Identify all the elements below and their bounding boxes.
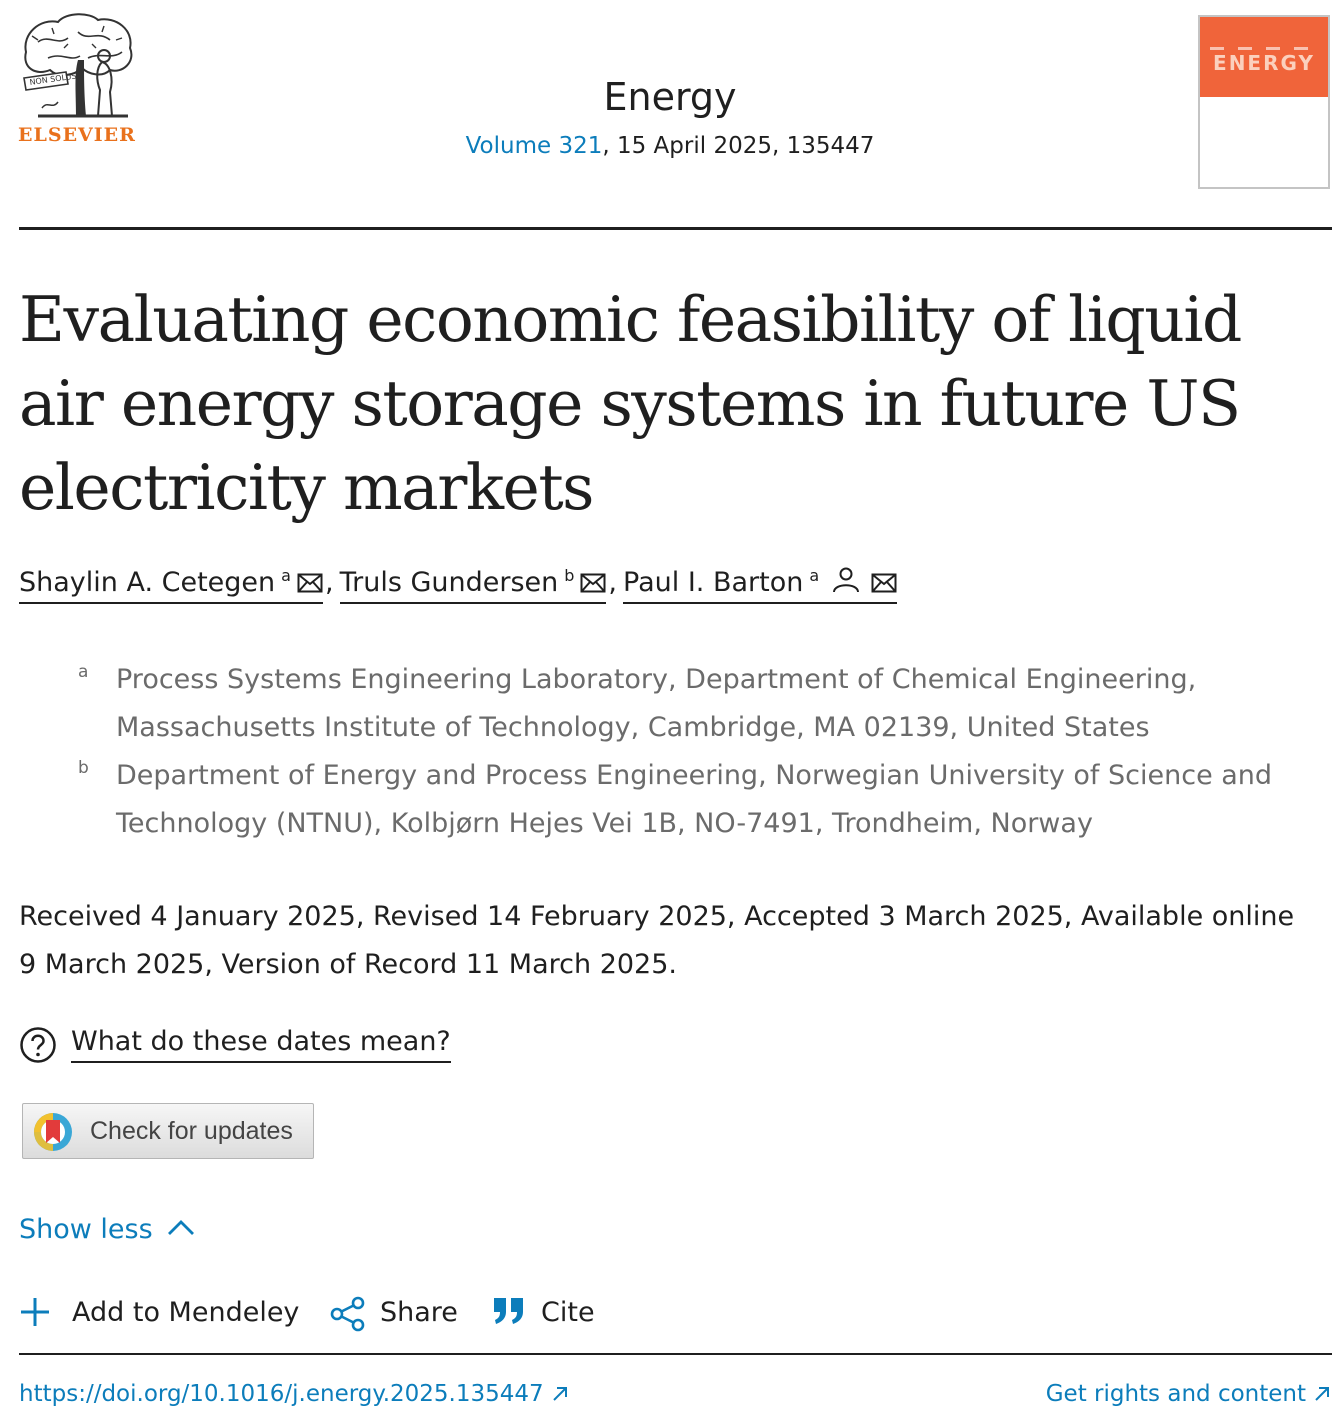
show-less-label: Show less xyxy=(19,1214,153,1245)
journal-cover-thumbnail[interactable]: ENERGY xyxy=(1198,15,1330,189)
issue-date-article-number: , 15 April 2025, 135447 xyxy=(602,133,875,159)
footer-divider xyxy=(19,1353,1332,1355)
author-link-barton[interactable]: Paul I. Barton a xyxy=(623,566,898,604)
cover-title: ENERGY xyxy=(1213,51,1315,75)
author-separator: , xyxy=(324,567,334,598)
author-link-cetegen[interactable]: Shaylin A. Cetegen a xyxy=(19,566,323,604)
affiliations: a Process Systems Engineering Laboratory… xyxy=(78,656,1298,848)
cite-label: Cite xyxy=(541,1297,595,1328)
affiliation-marker: a xyxy=(809,566,820,585)
author-name: Truls Gundersen xyxy=(339,567,559,598)
check-for-updates-button[interactable]: Check for updates xyxy=(22,1103,314,1159)
affiliation-text: Department of Energy and Process Enginee… xyxy=(116,760,1273,839)
author-separator: , xyxy=(608,567,618,598)
header-divider xyxy=(19,227,1332,230)
author-name: Paul I. Barton xyxy=(623,567,804,598)
crossmark-icon xyxy=(34,1113,72,1151)
article-title: Evaluating economic feasibility of liqui… xyxy=(19,283,1242,524)
elsevier-tree-icon: NON SOLUS xyxy=(23,13,133,118)
affiliation-label: b xyxy=(78,758,89,778)
volume-link[interactable]: Volume 321 xyxy=(465,133,603,159)
mail-icon xyxy=(871,573,897,593)
article-history-dates: Received 4 January 2025, Revised 14 Febr… xyxy=(19,901,1295,980)
mail-icon xyxy=(580,573,606,593)
share-label: Share xyxy=(380,1297,458,1328)
mail-icon xyxy=(297,573,323,593)
cover-band xyxy=(1200,17,1328,97)
what-do-dates-mean-link[interactable]: What do these dates mean? xyxy=(71,1026,451,1063)
external-link-icon xyxy=(552,1387,567,1401)
share-icon xyxy=(330,1296,365,1332)
add-to-mendeley-button[interactable]: Add to Mendeley xyxy=(19,1293,299,1337)
doi-link[interactable]: https://doi.org/10.1016/j.energy.2025.13… xyxy=(19,1381,568,1407)
chevron-up-icon xyxy=(167,1220,194,1235)
affiliation-marker: b xyxy=(564,566,575,585)
check-for-updates-label: Check for updates xyxy=(90,1117,293,1145)
get-rights-link[interactable]: Get rights and content xyxy=(1046,1381,1330,1407)
plus-icon xyxy=(21,1298,49,1326)
affiliation-a: a Process Systems Engineering Laboratory… xyxy=(78,656,1298,752)
affiliation-b: b Department of Energy and Process Engin… xyxy=(78,752,1298,848)
author-link-gundersen[interactable]: Truls Gundersen b xyxy=(339,566,607,604)
cite-button[interactable]: Cite xyxy=(492,1293,602,1337)
elsevier-logo[interactable]: NON SOLUS ELSEVIER xyxy=(18,12,138,147)
issue-info: Volume 321, 15 April 2025, 135447 xyxy=(300,133,1040,159)
get-rights-text: Get rights and content xyxy=(1045,1381,1306,1407)
author-name: Shaylin A. Cetegen xyxy=(19,567,276,598)
share-button[interactable]: Share xyxy=(329,1293,469,1337)
show-less-toggle[interactable]: Show less xyxy=(19,1214,195,1245)
add-to-mendeley-label: Add to Mendeley xyxy=(72,1297,300,1328)
doi-text: https://doi.org/10.1016/j.energy.2025.13… xyxy=(19,1381,544,1407)
external-link-icon xyxy=(1315,1387,1329,1401)
journal-title-link[interactable]: Energy xyxy=(603,75,737,119)
journal-header: Energy Volume 321, 15 April 2025, 135447 xyxy=(300,75,1040,159)
quote-icon xyxy=(494,1298,523,1324)
cover-decoration xyxy=(1210,47,1320,50)
affiliation-text: Process Systems Engineering Laboratory, … xyxy=(116,664,1197,743)
affiliation-marker: a xyxy=(281,566,291,585)
elsevier-wordmark: ELSEVIER xyxy=(18,124,136,146)
author-list: Shaylin A. Cetegen a, Truls Gundersen b, Pau… xyxy=(19,566,898,604)
affiliation-label: a xyxy=(78,662,89,682)
question-circle-icon xyxy=(20,1027,56,1063)
person-icon xyxy=(833,567,860,593)
